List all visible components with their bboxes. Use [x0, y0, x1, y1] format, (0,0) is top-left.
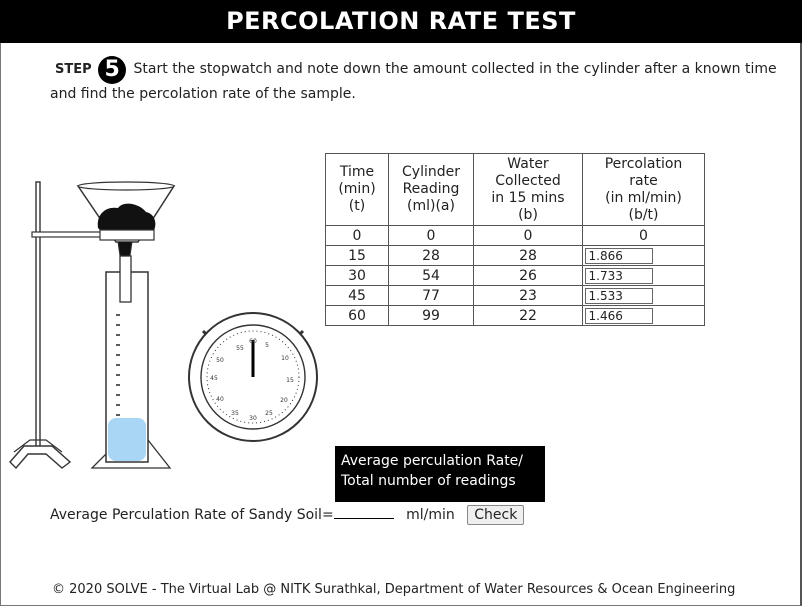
- cell-time: 30: [325, 265, 389, 286]
- header-water-collected: Water Collected in 15 mins (b): [473, 153, 583, 226]
- hint-tooltip: Average perculation Rate/ Total number o…: [335, 446, 545, 502]
- rate-input[interactable]: 1.733: [584, 267, 653, 284]
- dial-label: 25: [265, 410, 273, 417]
- average-rate-row: Average Perculation Rate of Sandy Soil= …: [50, 503, 525, 525]
- rate-input[interactable]: 1.466: [584, 307, 653, 324]
- retort-stand: [9, 181, 113, 470]
- cell-collected: 22: [473, 305, 583, 326]
- dial-label: 10: [281, 355, 289, 362]
- footer-copyright: © 2020 SOLVE - The Virtual Lab @ NITK Su…: [52, 582, 736, 597]
- step-text: Start the stopwatch and note down the am…: [50, 61, 777, 102]
- cell-reading: 99: [388, 305, 474, 326]
- cell-rate: 1.866: [582, 245, 705, 266]
- table-row: 60 99 22 1.466: [325, 305, 705, 326]
- table-row: 15 28 28 1.866: [325, 245, 705, 266]
- cell-rate: 1.533: [582, 285, 705, 306]
- cell-collected: 26: [473, 265, 583, 286]
- cell-reading: 54: [388, 265, 474, 286]
- dial-label: 55: [236, 345, 244, 352]
- cell-rate: 0: [582, 225, 705, 246]
- cell-collected: 28: [473, 245, 583, 266]
- dial-label: 20: [280, 397, 288, 404]
- step-instruction: STEP 5 Start the stopwatch and note down…: [50, 56, 790, 104]
- apparatus-illustration: 55 60 5 10 15 20 25 30 35 40 45 50: [9, 181, 318, 470]
- cell-time: 15: [325, 245, 389, 266]
- dial-label: 50: [216, 357, 224, 364]
- funnel-with-soil: [76, 181, 176, 303]
- rate-input[interactable]: 1.866: [584, 247, 653, 264]
- average-rate-label: Average Perculation Rate of Sandy Soil=: [50, 507, 334, 523]
- soil-sample: [97, 203, 156, 238]
- header-cylinder-reading: Cylinder Reading (ml)(a): [388, 153, 474, 226]
- dial-label: 45: [210, 375, 218, 382]
- cell-collected: 0: [473, 225, 583, 246]
- table-header-row: Time (min) (t) Cylinder Reading (ml)(a) Wate…: [325, 153, 705, 226]
- step-number-badge: 5: [98, 56, 127, 84]
- page-title: PERCOLATION RATE TEST: [0, 0, 802, 43]
- percolation-table: Time (min) (t) Cylinder Reading (ml)(a) Wate…: [325, 153, 705, 326]
- step-label: STEP: [55, 62, 92, 77]
- dial-label: 5: [265, 342, 269, 349]
- average-rate-unit: ml/min: [406, 507, 455, 523]
- cell-time: 0: [325, 225, 389, 246]
- dial-label: 15: [286, 377, 294, 384]
- tooltip-line-1: Average perculation Rate/: [341, 453, 524, 469]
- cell-reading: 77: [388, 285, 474, 306]
- cell-collected: 23: [473, 285, 583, 306]
- dial-label: 60: [249, 338, 257, 345]
- dial-label: 35: [231, 410, 239, 417]
- dial-label: 30: [249, 415, 257, 422]
- cell-time: 45: [325, 285, 389, 306]
- cell-time: 60: [325, 305, 389, 326]
- cylinder-water: [108, 418, 146, 461]
- table-row: 45 77 23 1.533: [325, 285, 705, 306]
- cell-reading: 28: [388, 245, 474, 266]
- header-time: Time (min) (t): [325, 153, 389, 226]
- cell-rate: 1.466: [582, 305, 705, 326]
- cell-reading: 0: [388, 225, 474, 246]
- check-button[interactable]: Check: [467, 505, 525, 525]
- measuring-cylinder: [90, 271, 172, 469]
- tooltip-line-2: Total number of readings: [341, 473, 516, 489]
- table-row: 0 0 0 0: [325, 225, 705, 246]
- rate-input[interactable]: 1.533: [584, 287, 653, 304]
- average-rate-input[interactable]: [333, 503, 394, 519]
- cell-rate: 1.733: [582, 265, 705, 286]
- dial-label: 40: [216, 396, 224, 403]
- stopwatch: 55 60 5 10 15 20 25 30 35 40 45 50: [188, 312, 318, 442]
- header-percolation-rate: Percolation rate (in ml/min) (b/t): [582, 153, 705, 226]
- table-row: 30 54 26 1.733: [325, 265, 705, 286]
